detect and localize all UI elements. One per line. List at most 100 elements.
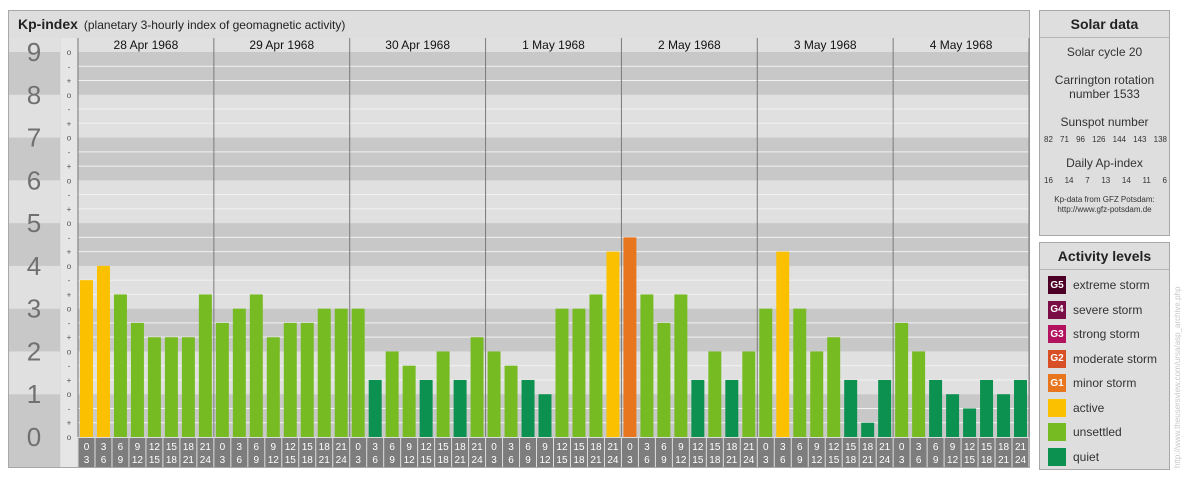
y-label-band — [9, 437, 60, 467]
y-label-band — [9, 308, 60, 352]
interval-cell — [842, 438, 859, 467]
kp-bar — [776, 251, 790, 437]
interval-cell — [112, 438, 129, 467]
kp-bar — [521, 379, 535, 437]
interval-cell — [180, 438, 197, 467]
kp-bar — [929, 379, 943, 437]
interval-start-label: 12 — [964, 442, 976, 453]
legend-label: minor storm — [1073, 376, 1137, 390]
legend-swatch — [1048, 398, 1066, 417]
kp-bar — [470, 337, 484, 437]
interval-start-label: 12 — [828, 442, 840, 453]
interval-end-label: 9 — [661, 455, 667, 466]
minor-tick-label: o — [67, 347, 72, 356]
interval-end-label: 15 — [149, 455, 161, 466]
minor-tick-label: + — [67, 248, 72, 257]
interval-start-label: 3 — [237, 442, 243, 453]
interval-cell — [570, 438, 587, 467]
minor-tick-label: - — [68, 148, 71, 157]
y-label-band — [9, 94, 60, 138]
interval-end-label: 15 — [692, 455, 704, 466]
legend-label: unsettled — [1073, 425, 1122, 439]
kp-bar — [844, 379, 858, 437]
legend-label: moderate storm — [1073, 351, 1158, 366]
y-band — [78, 223, 1029, 266]
interval-start-label: 15 — [438, 442, 450, 453]
interval-end-label: 12 — [811, 455, 823, 466]
kp-bar — [640, 294, 654, 437]
minor-tick-label: + — [67, 333, 72, 342]
minor-tick-label: o — [67, 219, 72, 228]
solar-data-heading: Solar data — [1040, 11, 1169, 38]
interval-end-label: 18 — [166, 455, 178, 466]
interval-end-label: 6 — [916, 455, 922, 466]
interval-cell — [367, 438, 384, 467]
kp-bar — [198, 294, 212, 437]
interval-cell — [604, 438, 621, 467]
watermark-text: http://www.theusersview.com/ursa/asp_arc… — [1173, 286, 1182, 468]
kp-bar — [657, 322, 671, 437]
interval-cell — [350, 438, 367, 467]
kp-bar — [572, 308, 586, 437]
interval-end-label: 3 — [627, 455, 633, 466]
legend-item-g3: G3 strong storm — [1048, 324, 1140, 344]
interval-start-label: 15 — [709, 442, 721, 453]
interval-end-label: 18 — [981, 455, 993, 466]
sunspot-value: 143 — [1133, 135, 1147, 144]
interval-cell — [197, 438, 214, 467]
interval-start-label: 18 — [726, 442, 738, 453]
interval-end-label: 24 — [743, 455, 755, 466]
interval-cell — [452, 438, 469, 467]
interval-cell — [316, 438, 333, 467]
interval-start-label: 6 — [118, 442, 124, 453]
interval-cell — [129, 438, 146, 467]
legend-swatch: G3 — [1048, 325, 1066, 343]
interval-end-label: 9 — [254, 455, 260, 466]
interval-cell — [876, 438, 893, 467]
interval-end-label: 21 — [455, 455, 467, 466]
y-tick-label: 0 — [27, 422, 41, 452]
y-tick-label: 9 — [27, 37, 41, 67]
kp-bar — [232, 308, 246, 437]
carrington-line-1: Carrington rotation — [1054, 73, 1155, 87]
ap-value: 14 — [1121, 176, 1131, 185]
y-tick-label: 5 — [27, 208, 41, 238]
interval-cell — [757, 438, 774, 467]
kp-bar — [861, 422, 875, 437]
interval-end-label: 24 — [336, 455, 348, 466]
interval-end-label: 3 — [899, 455, 905, 466]
minor-tick-label: - — [68, 191, 71, 200]
interval-end-label: 12 — [268, 455, 280, 466]
interval-end-label: 18 — [302, 455, 314, 466]
minor-tick-label: - — [68, 62, 71, 71]
kp-bar — [912, 351, 926, 437]
interval-end-label: 6 — [101, 455, 107, 466]
minor-tick-label: - — [68, 105, 71, 114]
kp-bar — [742, 351, 756, 437]
interval-start-label: 12 — [692, 442, 704, 453]
legend-swatch: G1 — [1048, 374, 1066, 392]
ap-value: 6 — [1162, 176, 1167, 185]
activity-levels-heading: Activity levels — [1040, 243, 1169, 270]
interval-start-label: 0 — [84, 442, 90, 453]
kp-bar — [827, 337, 841, 437]
interval-start-label: 3 — [780, 442, 786, 453]
kp-bar — [691, 379, 705, 437]
minor-tick-label: + — [67, 162, 72, 171]
legend-item-g2: G2 moderate storm — [1048, 349, 1157, 369]
interval-end-label: 21 — [998, 455, 1010, 466]
interval-start-label: 0 — [355, 442, 361, 453]
kp-bar — [385, 351, 399, 437]
minor-tick-label: o — [67, 176, 72, 185]
interval-end-label: 24 — [879, 455, 891, 466]
interval-start-label: 12 — [285, 442, 297, 453]
kp-bar — [436, 351, 450, 437]
interval-start-label: 0 — [899, 442, 905, 453]
interval-start-label: 21 — [336, 442, 348, 453]
minor-tick-label: - — [68, 233, 71, 242]
interval-start-label: 0 — [763, 442, 769, 453]
source-link[interactable]: http://www.gfz-potsdam.de — [1057, 205, 1152, 214]
minor-tick-label: + — [67, 419, 72, 428]
y-tick-label: 8 — [27, 80, 41, 110]
kp-bar — [997, 394, 1011, 437]
